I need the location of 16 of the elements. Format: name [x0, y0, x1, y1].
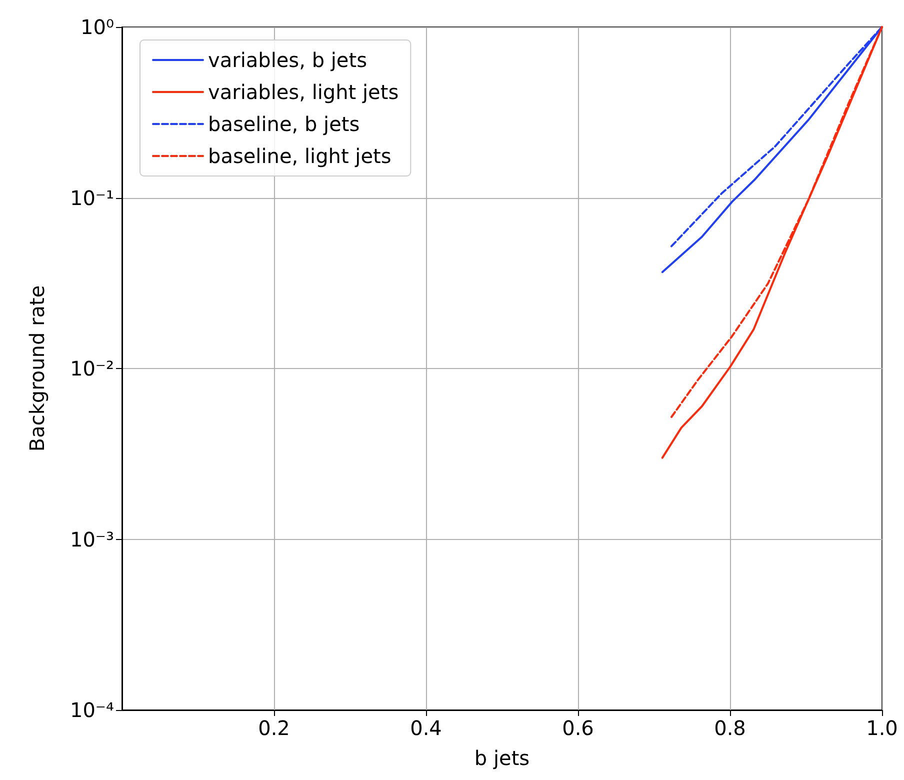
x-axis-title: b jets — [474, 746, 530, 770]
legend-label: baseline, light jets — [208, 144, 392, 168]
legend-label: variables, light jets — [208, 80, 399, 104]
y-axis-title: Background rate — [25, 285, 49, 452]
legend-label: baseline, b jets — [208, 112, 360, 136]
x-tick-label: 0.6 — [562, 716, 594, 740]
y-tick-label: 10⁻³ — [70, 527, 114, 552]
x-tick-label: 0.4 — [410, 716, 442, 740]
legend-label: variables, b jets — [208, 48, 367, 72]
y-tick-label: 10⁻² — [70, 356, 114, 380]
x-tick-label: 0.2 — [258, 716, 290, 740]
y-tick-label: 10⁰ — [80, 15, 114, 39]
y-tick-label: 10⁻¹ — [70, 186, 114, 210]
x-tick-label: 1.0 — [866, 716, 898, 740]
x-tick-label: 0.8 — [714, 716, 746, 740]
y-tick-label: 10⁻⁴ — [70, 698, 114, 722]
